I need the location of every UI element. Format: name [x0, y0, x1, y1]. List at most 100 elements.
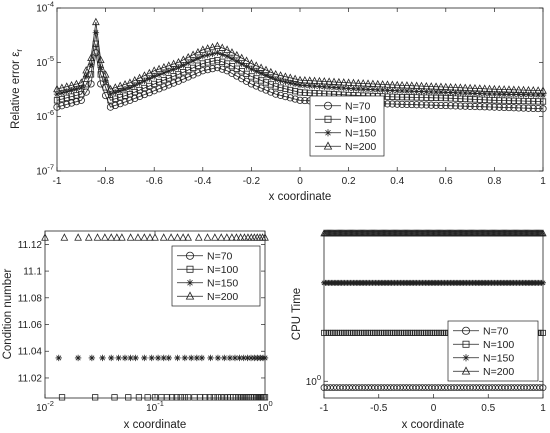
data-point — [160, 69, 168, 77]
data-point — [223, 45, 231, 53]
x-tick-label: 0.4 — [390, 176, 404, 187]
data-point — [204, 59, 211, 66]
data-point — [244, 354, 251, 362]
data-point — [500, 91, 508, 98]
data-point — [170, 66, 177, 73]
legend-label: N=70 — [483, 325, 509, 337]
relative-error-series — [53, 17, 547, 113]
y-tick-label: 11.04 — [18, 347, 43, 358]
relative-error-chart: -1 -0.8 -0.6 -0.4 -0.2 0 0.2 0.4 0.6 0.8 1 10-7 10-6… — [10, 0, 547, 203]
data-point — [398, 80, 406, 89]
data-point — [226, 354, 234, 362]
data-point — [281, 72, 290, 80]
data-point — [524, 104, 533, 112]
data-point — [286, 94, 294, 102]
data-point — [369, 86, 377, 93]
data-point — [92, 394, 99, 401]
y-tick-label: 11.06 — [18, 320, 43, 331]
data-point — [199, 67, 207, 75]
data-point — [418, 94, 425, 101]
data-point — [257, 84, 265, 92]
data-point — [240, 354, 247, 362]
data-point — [451, 83, 460, 91]
data-point — [276, 71, 285, 79]
series-N=200 — [53, 17, 547, 94]
data-point — [62, 82, 71, 90]
x-tick-label: 0.8 — [487, 176, 501, 187]
data-point — [505, 91, 513, 98]
legend-marker — [462, 340, 470, 348]
legend-label: N=200 — [345, 141, 376, 153]
data-point — [422, 101, 430, 109]
legend-label: N=70 — [207, 250, 233, 262]
data-point — [272, 90, 280, 98]
data-point — [335, 77, 343, 86]
data-point — [301, 89, 308, 96]
data-point — [249, 394, 256, 401]
data-point — [208, 42, 217, 51]
data-point — [446, 82, 455, 91]
data-point — [355, 85, 362, 93]
y-tick-label: 10-5 — [36, 54, 54, 69]
legend-label: N=150 — [483, 352, 514, 364]
data-point — [68, 87, 75, 94]
legend-label: N=100 — [483, 339, 514, 351]
data-point — [510, 97, 517, 104]
data-point — [213, 63, 221, 72]
data-point — [58, 102, 66, 110]
data-point — [534, 104, 542, 113]
data-point — [447, 102, 455, 110]
data-point — [447, 89, 454, 96]
data-point — [461, 102, 469, 110]
data-point — [271, 70, 280, 78]
data-point — [505, 85, 513, 93]
data-point — [393, 100, 401, 108]
data-point — [189, 57, 197, 64]
data-point — [442, 101, 450, 110]
data-point — [418, 88, 425, 95]
data-point — [471, 96, 479, 103]
data-point — [423, 88, 430, 95]
legend-item: N=200 — [177, 291, 238, 303]
data-point — [209, 50, 216, 58]
data-point — [403, 87, 411, 95]
data-point — [282, 85, 289, 92]
data-point — [170, 79, 178, 87]
data-point — [202, 394, 209, 401]
data-point — [148, 354, 155, 362]
data-point — [359, 85, 367, 93]
data-point — [247, 354, 255, 362]
data-point — [146, 82, 153, 90]
data-point — [471, 83, 479, 92]
series-N=100 — [58, 394, 269, 401]
data-point — [127, 354, 134, 362]
data-point — [121, 86, 129, 93]
series-line — [56, 52, 543, 110]
data-point — [306, 82, 313, 90]
data-point — [408, 94, 415, 101]
data-point — [296, 75, 304, 84]
data-point — [422, 81, 431, 90]
data-point — [58, 95, 65, 103]
series-N=100 — [53, 40, 547, 105]
data-point — [174, 77, 183, 85]
data-point — [204, 51, 211, 59]
data-point — [509, 85, 518, 93]
data-point — [78, 90, 85, 98]
data-point — [267, 88, 275, 96]
data-point — [108, 354, 115, 362]
data-point — [165, 81, 173, 89]
data-point — [87, 53, 95, 61]
data-point — [217, 233, 226, 241]
x-tick-label: 10-1 — [146, 399, 164, 414]
data-point — [535, 98, 542, 105]
data-point — [291, 80, 299, 88]
data-point — [155, 85, 163, 93]
data-point — [87, 61, 95, 69]
series-N=150 — [53, 29, 547, 99]
data-point — [92, 29, 100, 36]
data-point — [151, 80, 158, 88]
data-point — [252, 82, 260, 90]
data-point — [520, 91, 527, 98]
data-point — [412, 81, 421, 89]
